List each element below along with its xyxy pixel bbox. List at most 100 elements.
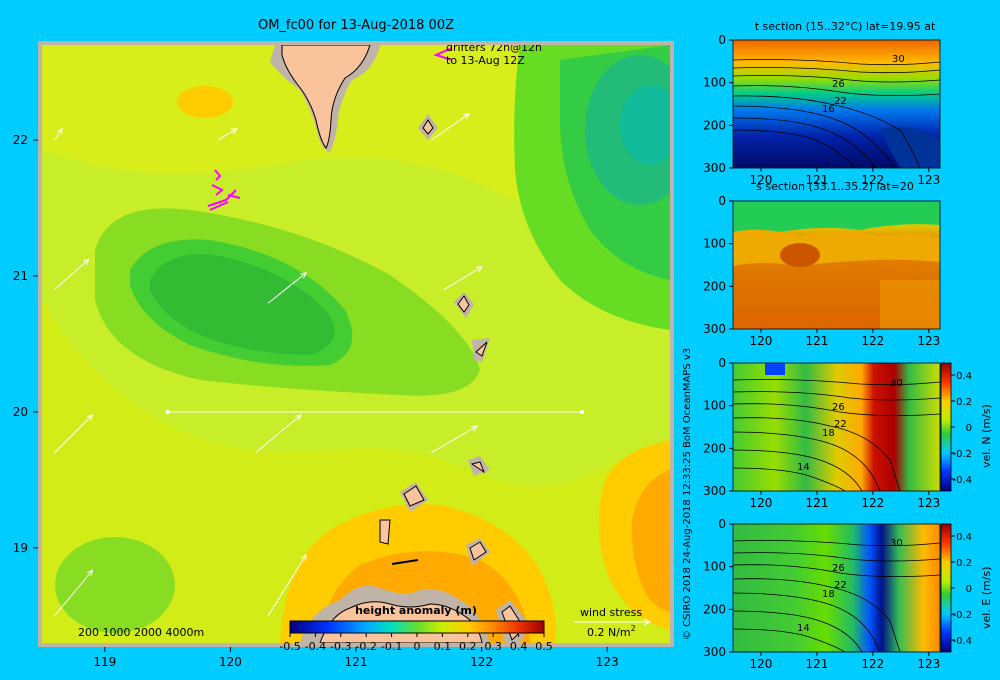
section-line-end [165, 409, 170, 414]
colorbar-tick-label: -0.1 [381, 640, 402, 653]
panel-x-tick-label: 121 [805, 334, 828, 348]
colorbar-tick-label: 0.4 [510, 640, 528, 653]
contour-label: 14 [797, 623, 810, 634]
wind-stress-vectors [54, 112, 483, 617]
wind-vector-head [463, 112, 471, 120]
anomaly-zone [150, 254, 335, 355]
credit-text: © CSIRO 2018 24-Aug-2018 12:33:25 BoM Oc… [682, 348, 693, 640]
panel-vel-n: 30 26 22 18 14 vel. N (m/s) [732, 362, 993, 492]
wind-vector-head [82, 258, 90, 265]
panel-frame [732, 200, 941, 330]
panel-y-tick-label: 0 [718, 356, 726, 370]
map-axes: 119 120 121 122 123 19 20 21 22 [13, 133, 619, 669]
section-field [780, 243, 820, 267]
panel-s-section: s section (33.1..35.2) lat=20 [733, 180, 940, 329]
panel-x-tick-label: 122 [861, 657, 884, 671]
panel-cbar-tick-label: -0.4 [952, 475, 972, 486]
contour-label: 30 [892, 54, 905, 65]
colorbar-tick-label: 0.5 [535, 640, 553, 653]
panel-cbar-tick-label: 0.4 [956, 371, 972, 382]
panel-frame [732, 39, 941, 169]
section-field [733, 201, 940, 240]
colorbar-tick-label: -0.5 [279, 640, 300, 653]
wind-vector [431, 113, 470, 141]
panel-frame [732, 523, 941, 653]
wind-stress-unit: 0.2 N/m2 [587, 624, 636, 639]
contour-label: 26 [832, 563, 845, 574]
drifter-track [207, 189, 237, 207]
island [470, 461, 486, 474]
drifters-label: to 13-Aug 12Z [446, 54, 525, 67]
contour-lines [732, 59, 941, 169]
panel-x-tick-label: 123 [917, 173, 940, 187]
wind-vector [255, 414, 302, 454]
panel-x-tick-label: 122 [861, 334, 884, 348]
section-line-end [580, 409, 585, 414]
contour-label: 18 [822, 428, 835, 439]
panel-y-tick-label: 200 [703, 602, 726, 616]
panel-x-tick-label: 122 [861, 173, 884, 187]
island [379, 519, 391, 545]
section-line [165, 409, 585, 414]
wind-vector [54, 128, 63, 141]
section-field [765, 363, 785, 375]
lat-tick-label: 21 [13, 269, 28, 283]
panel-y-tick-label: 300 [703, 161, 726, 175]
panel-y-tick-label: 300 [703, 322, 726, 336]
wind-stress-label: wind stress [580, 606, 642, 619]
panel-cbar-tick-label: 0.2 [956, 397, 972, 408]
anomaly-zone [177, 86, 233, 118]
panel-colorbar-label: vel. N (m/s) [980, 404, 993, 468]
contour-label: 22 [834, 96, 847, 107]
colorbar-tick-label: 0.3 [484, 640, 502, 653]
panel-frame [732, 362, 941, 492]
wind-vector-head [86, 569, 94, 577]
wind-vector [217, 128, 238, 141]
drifters-label: drifters 72h@12h [446, 41, 542, 54]
wind-vector-head [295, 413, 303, 421]
drifter-track [214, 169, 222, 181]
panel-x-tick-label: 123 [917, 657, 940, 671]
panel-y-tick-label: 100 [703, 399, 726, 413]
colorbar-tick-label: 0.2 [459, 640, 477, 653]
panel-y-tick-label: 200 [703, 118, 726, 132]
wind-vector [267, 272, 307, 304]
panel-x-tick-label: 122 [861, 496, 884, 510]
panel-y-tick-label: 100 [703, 237, 726, 251]
panel-y-tick-label: 0 [718, 517, 726, 531]
lon-tick-label: 122 [470, 655, 493, 669]
panel-y-tick-label: 0 [718, 194, 726, 208]
panel-colorbar-label: vel. E (m/s) [980, 566, 993, 629]
drifter-track [227, 194, 241, 199]
island [422, 119, 434, 135]
lon-tick-label: 121 [345, 655, 368, 669]
wind-vector-head [86, 413, 94, 421]
map-title: OM_fc00 for 13-Aug-2018 00Z [258, 18, 454, 33]
contour-label: 30 [890, 378, 903, 389]
section-field [880, 280, 940, 329]
anomaly-zone [620, 85, 670, 165]
panel-cbar-tick-label: 0.2 [956, 558, 972, 569]
drifter-tracks [207, 47, 453, 211]
panel-x-tick-label: 120 [750, 334, 773, 348]
panel-cbar-tick-label: 0 [966, 423, 972, 434]
panel-title: s section (33.1..35.2) lat=20 [756, 180, 914, 193]
panel-vel-e: 30 26 22 18 14 vel. E (m/s) [732, 523, 993, 653]
panel-y-tick-label: 300 [703, 645, 726, 659]
panel-x-tick-label: 120 [750, 496, 773, 510]
panel-y-tick-label: 0 [718, 33, 726, 47]
panel-x-tick-label: 120 [750, 657, 773, 671]
lat-tick-label: 19 [13, 541, 28, 555]
contour-label: 22 [834, 580, 847, 591]
colorbar-tick-label: -0.2 [355, 640, 376, 653]
contour-label: 26 [832, 402, 845, 413]
panel-title: t section (15..32°C) lat=19.95 at [755, 20, 936, 33]
contour-label: 18 [822, 589, 835, 600]
wind-vector-head [56, 127, 63, 135]
island [391, 559, 419, 565]
wind-vector [54, 258, 90, 291]
colorbar-ticks: -0.5 -0.4 -0.3 -0.2 -0.1 0 0.1 0.2 0.3 0.4 0.5 [279, 633, 553, 653]
lon-tick-label: 119 [93, 655, 116, 669]
lon-tick-label: 120 [219, 655, 242, 669]
